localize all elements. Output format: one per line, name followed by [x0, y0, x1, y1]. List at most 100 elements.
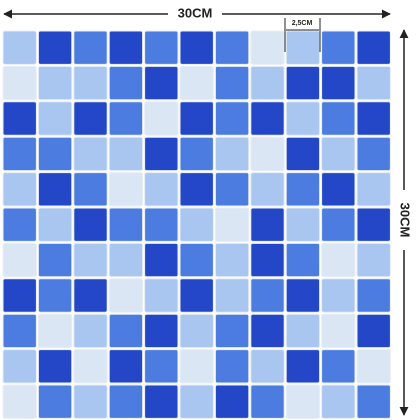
- tile: [73, 278, 108, 313]
- tile: [285, 207, 321, 242]
- tile: [108, 65, 144, 101]
- tile: [108, 278, 144, 313]
- tile: [356, 30, 391, 65]
- tile: [2, 30, 37, 65]
- tile: [37, 349, 73, 384]
- tile: [108, 242, 144, 278]
- tile-size-label: 2,5CM: [292, 20, 313, 27]
- tile: [144, 65, 179, 101]
- tile: [356, 313, 391, 349]
- tile: [37, 242, 73, 278]
- tile: [321, 313, 356, 349]
- tile: [2, 384, 37, 419]
- tile: [108, 349, 144, 384]
- tile: [250, 136, 285, 172]
- tile: [108, 101, 144, 136]
- tile: [214, 384, 250, 419]
- tile: [37, 136, 73, 172]
- tile: [250, 278, 285, 313]
- tile: [214, 136, 250, 172]
- tile: [214, 101, 250, 136]
- tile: [179, 136, 214, 172]
- tile: [250, 30, 285, 65]
- tile: [214, 30, 250, 65]
- tile: [37, 207, 73, 242]
- tile: [250, 242, 285, 278]
- tile: [73, 101, 108, 136]
- tile: [2, 136, 37, 172]
- tile: [144, 30, 179, 65]
- tile: [144, 207, 179, 242]
- tile: [250, 313, 285, 349]
- tile: [144, 242, 179, 278]
- tile: [73, 30, 108, 65]
- tile: [179, 172, 214, 207]
- tile: [356, 101, 391, 136]
- tile: [179, 65, 214, 101]
- tile: [37, 384, 73, 419]
- tile: [179, 207, 214, 242]
- tile: [73, 313, 108, 349]
- tile: [321, 172, 356, 207]
- tile: [321, 207, 356, 242]
- height-label: 30CM: [398, 203, 413, 238]
- tile: [179, 349, 214, 384]
- tile: [37, 278, 73, 313]
- tile: [285, 30, 321, 65]
- tile: [250, 349, 285, 384]
- tile: [356, 278, 391, 313]
- tile: [73, 172, 108, 207]
- tile: [179, 101, 214, 136]
- tile: [285, 242, 321, 278]
- tile: [73, 242, 108, 278]
- tile: [321, 242, 356, 278]
- tile: [73, 207, 108, 242]
- tile: [214, 278, 250, 313]
- tile-grid: [2, 30, 391, 419]
- tile: [214, 172, 250, 207]
- tile: [321, 384, 356, 419]
- tile: [356, 349, 391, 384]
- tile: [285, 136, 321, 172]
- tile: [108, 384, 144, 419]
- tile: [214, 242, 250, 278]
- tile: [2, 207, 37, 242]
- tile: [250, 172, 285, 207]
- tile: [2, 313, 37, 349]
- width-label: 30CM: [178, 5, 213, 20]
- tile: [321, 30, 356, 65]
- tile: [356, 172, 391, 207]
- tile: [2, 172, 37, 207]
- tile: [144, 349, 179, 384]
- tile: [73, 349, 108, 384]
- tile: [250, 207, 285, 242]
- tile: [2, 65, 37, 101]
- tile: [285, 384, 321, 419]
- tile: [73, 65, 108, 101]
- tile: [285, 65, 321, 101]
- tile: [321, 278, 356, 313]
- tile: [356, 207, 391, 242]
- tile: [250, 65, 285, 101]
- tile: [356, 384, 391, 419]
- tile: [108, 172, 144, 207]
- tile: [2, 242, 37, 278]
- tile: [144, 313, 179, 349]
- tile: [285, 349, 321, 384]
- tile: [37, 101, 73, 136]
- tile: [108, 30, 144, 65]
- tile: [144, 172, 179, 207]
- tile: [108, 207, 144, 242]
- tile: [214, 313, 250, 349]
- tile: [179, 384, 214, 419]
- tile: [179, 242, 214, 278]
- tile: [321, 101, 356, 136]
- tile: [179, 313, 214, 349]
- tile: [2, 278, 37, 313]
- tile: [285, 313, 321, 349]
- tile: [321, 65, 356, 101]
- tile: [214, 207, 250, 242]
- tile: [144, 136, 179, 172]
